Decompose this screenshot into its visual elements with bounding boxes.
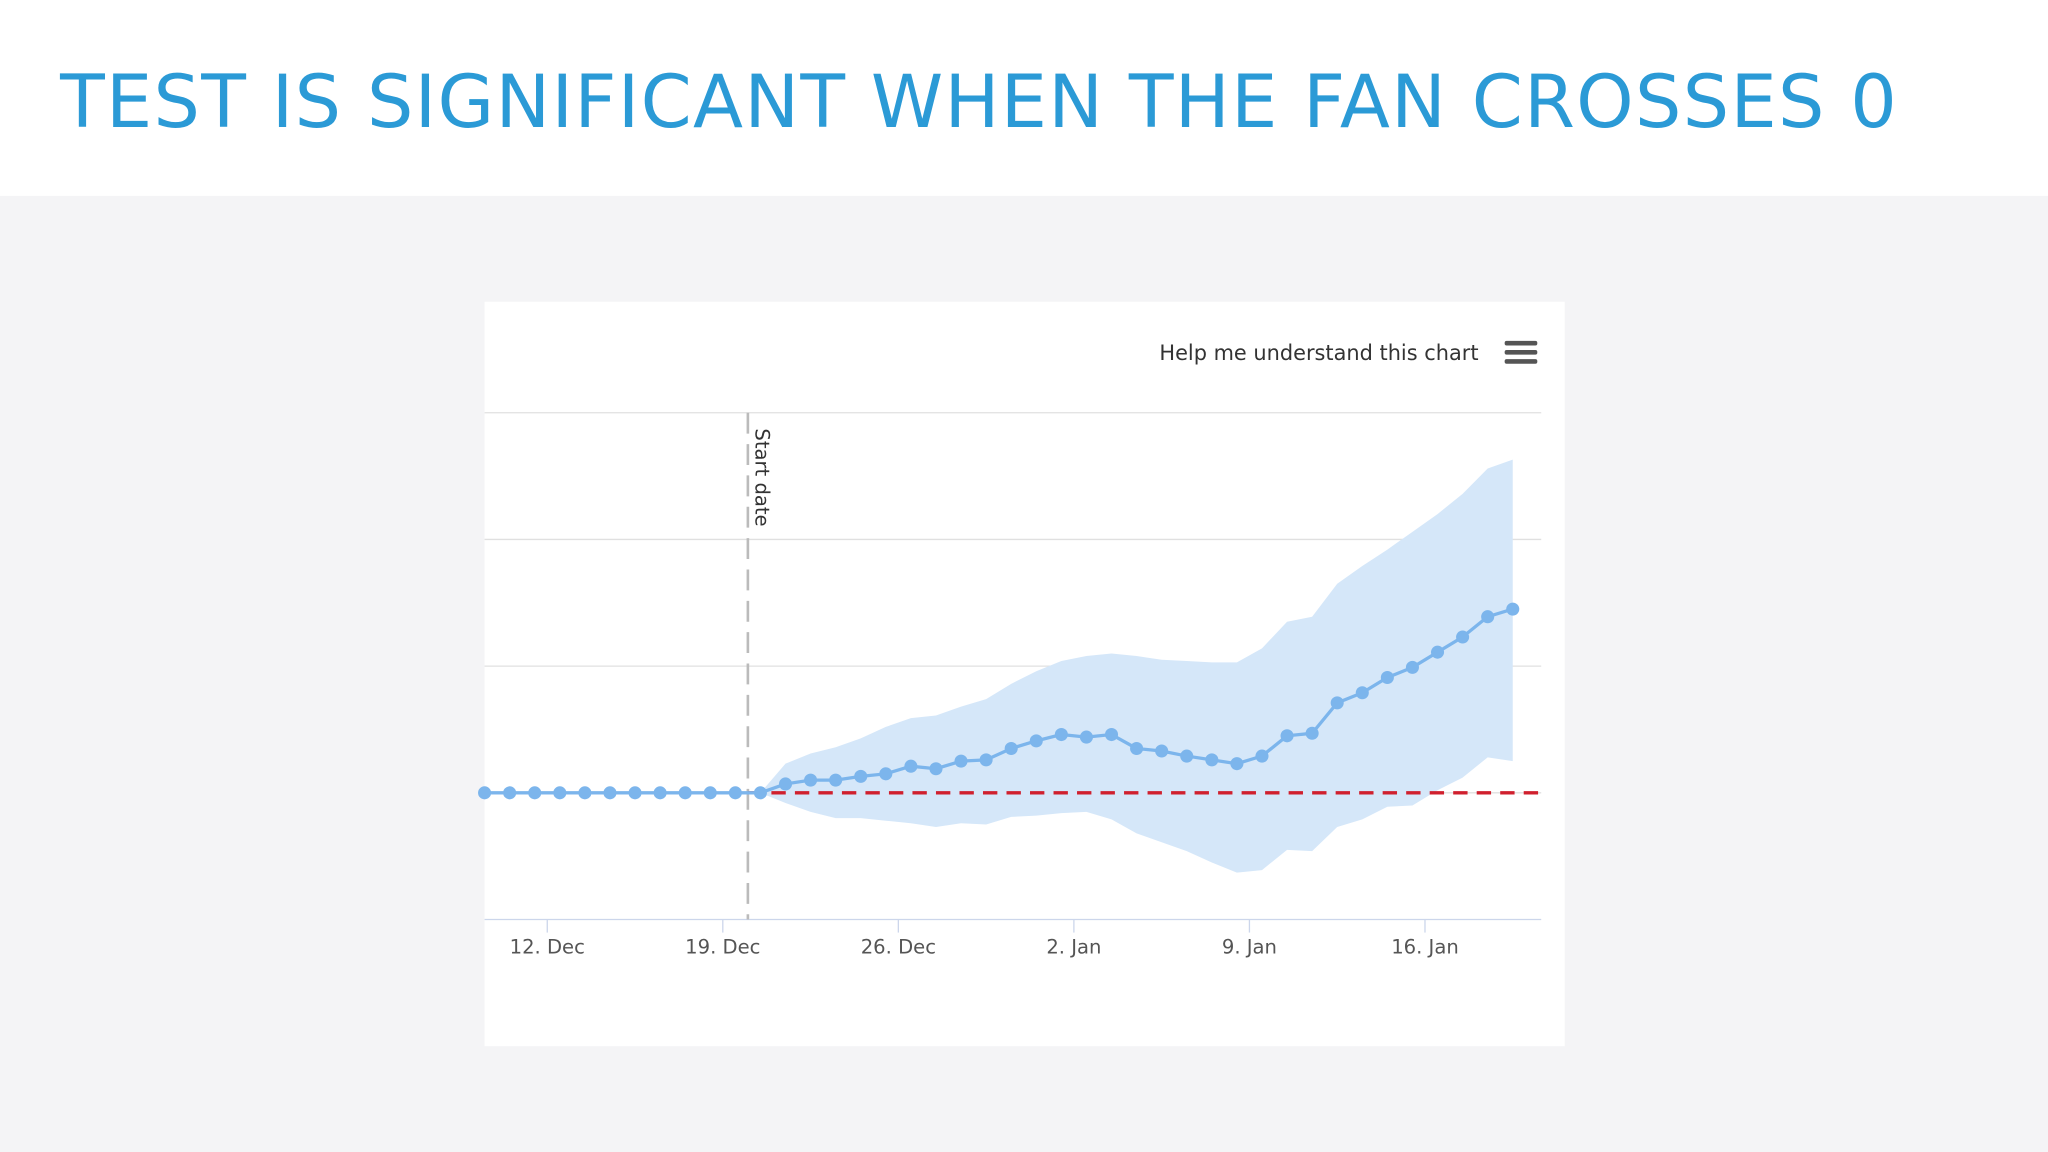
point-marker — [804, 773, 818, 787]
point-marker — [578, 786, 592, 800]
point-marker — [929, 762, 943, 776]
point-marker — [1481, 610, 1495, 624]
point-marker — [1355, 686, 1369, 700]
point-marker — [1430, 645, 1445, 659]
point-marker — [1305, 726, 1319, 740]
point-marker — [728, 786, 742, 800]
x-tick-label: 12. Dec — [510, 936, 585, 959]
point-marker — [553, 786, 567, 800]
point-marker — [854, 769, 868, 783]
point-marker — [528, 786, 542, 800]
x-tick-label: 16. Jan — [1391, 936, 1459, 959]
point-marker — [478, 786, 492, 800]
point-marker — [954, 754, 968, 768]
point-marker — [1029, 734, 1043, 748]
point-marker — [1380, 670, 1394, 685]
slide-title: TEST IS SIGNIFICANT WHEN THE FAN CROSSES… — [59, 60, 1898, 145]
point-marker — [628, 786, 642, 800]
point-marker — [1405, 660, 1419, 674]
point-marker — [1004, 741, 1018, 756]
point-marker — [678, 786, 692, 800]
point-marker — [879, 767, 893, 781]
x-tick-label: 9. Jan — [1222, 936, 1277, 959]
x-tick-label: 26. Dec — [861, 936, 936, 959]
point-marker — [829, 773, 843, 787]
menu-icon[interactable] — [1504, 340, 1538, 364]
point-marker — [979, 753, 993, 767]
point-marker — [653, 786, 667, 800]
help-link[interactable]: Help me understand this chart — [1159, 341, 1478, 365]
point-marker — [1180, 749, 1194, 763]
point-marker — [778, 777, 793, 791]
x-tick-label: 2. Jan — [1046, 936, 1101, 959]
point-marker — [1230, 757, 1244, 771]
point-marker — [1130, 741, 1144, 756]
point-marker — [1255, 749, 1269, 763]
point-marker — [1330, 696, 1344, 710]
point-marker — [1079, 730, 1093, 744]
point-marker — [603, 786, 617, 800]
fan-band — [760, 459, 1513, 873]
point-marker — [1155, 744, 1169, 758]
point-marker — [753, 786, 767, 800]
point-marker — [904, 759, 918, 773]
point-marker — [703, 786, 717, 800]
point-marker — [1205, 753, 1219, 767]
x-tick-label: 19. Dec — [685, 936, 760, 959]
title-band — [0, 0, 2048, 196]
point-marker — [1054, 728, 1068, 742]
point-marker — [1280, 729, 1294, 743]
start-date-label: Start date — [750, 428, 773, 526]
point-marker — [1506, 602, 1520, 616]
point-marker — [503, 786, 517, 800]
point-marker — [1456, 630, 1470, 644]
point-marker — [1104, 728, 1119, 742]
